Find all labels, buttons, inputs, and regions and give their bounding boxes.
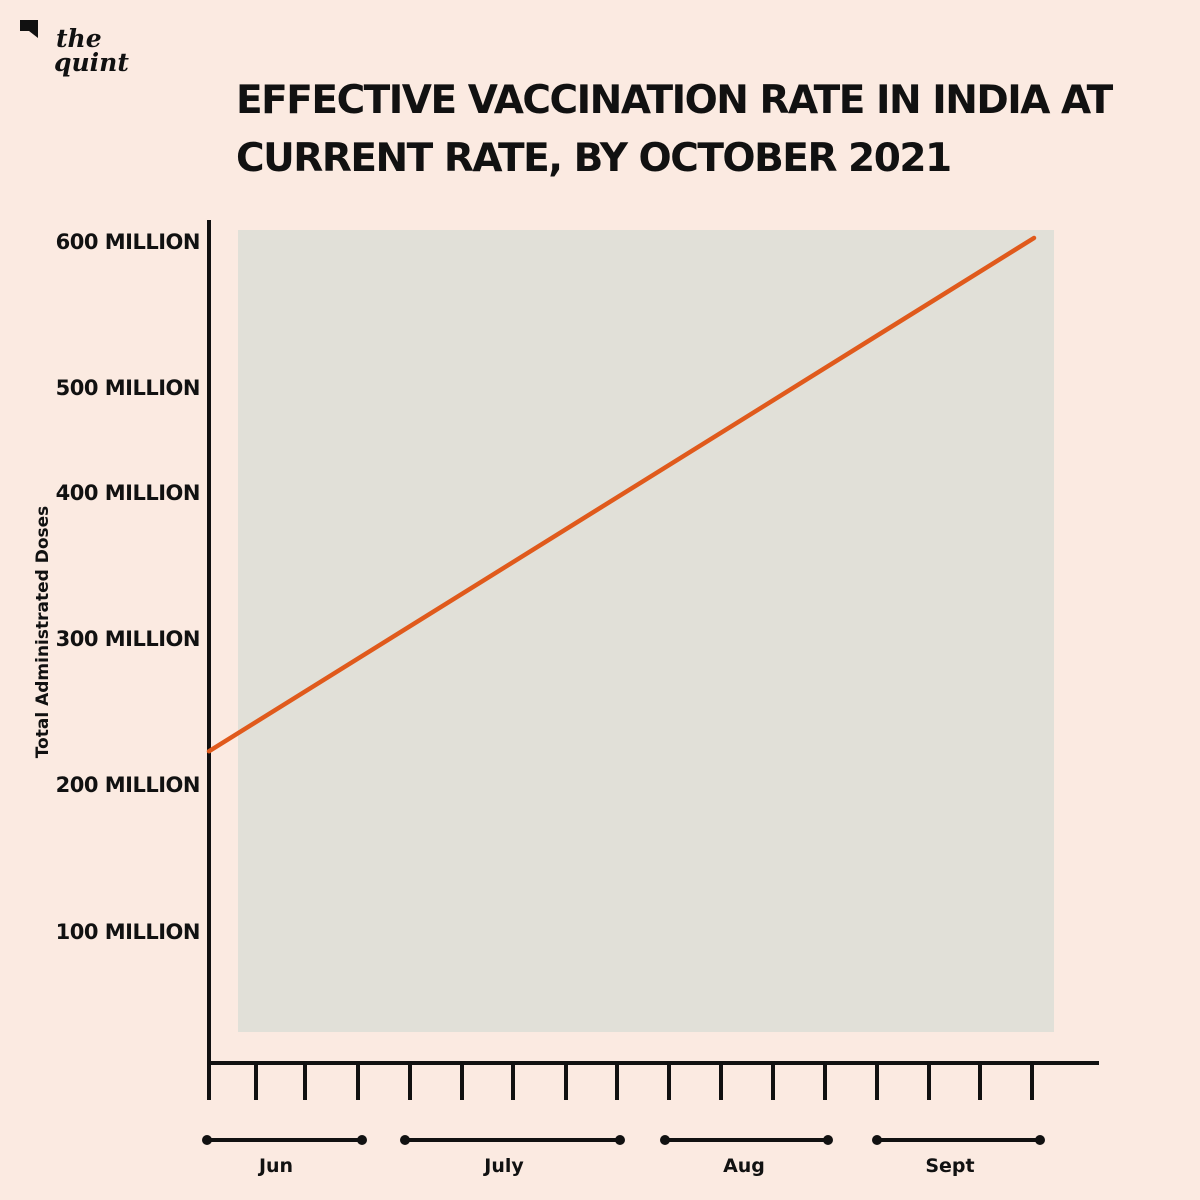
month-ranges: Jun July Aug Sept bbox=[202, 1135, 1045, 1177]
month-bar-dot bbox=[615, 1135, 625, 1145]
month-label: Aug bbox=[723, 1155, 765, 1177]
x-ticks bbox=[207, 1063, 1034, 1100]
brand-logo: the quint bbox=[18, 14, 129, 77]
y-axis-label: Total Administrated Doses bbox=[33, 506, 53, 759]
chart-title: EFFECTIVE VACCINATION RATE IN INDIA AT C… bbox=[236, 72, 1156, 188]
month-bar-dot bbox=[400, 1135, 410, 1145]
month-bar-dot bbox=[202, 1135, 212, 1145]
month-bar-dot bbox=[660, 1135, 670, 1145]
brand-line1: the bbox=[56, 24, 102, 53]
y-tick-labels: 600 MILLION 500 MILLION 400 MILLION 300 … bbox=[56, 230, 201, 944]
y-tick-label: 500 MILLION bbox=[56, 376, 200, 400]
month-label: July bbox=[482, 1155, 524, 1177]
brand-line2: quint bbox=[54, 48, 129, 77]
plot-background bbox=[238, 230, 1054, 1032]
month-range-jun: Jun bbox=[202, 1135, 367, 1177]
series-line bbox=[206, 235, 1037, 754]
y-tick-label: 600 MILLION bbox=[56, 230, 200, 254]
quint-quote-icon bbox=[20, 20, 38, 38]
y-tick-label: 100 MILLION bbox=[56, 920, 200, 944]
month-bar-dot bbox=[357, 1135, 367, 1145]
month-range-july: July bbox=[400, 1135, 625, 1177]
chart-title-line2: CURRENT RATE, BY OCTOBER 2021 bbox=[236, 136, 952, 181]
month-bar-dot bbox=[1035, 1135, 1045, 1145]
month-range-sept: Sept bbox=[872, 1135, 1045, 1177]
y-tick-label: 200 MILLION bbox=[56, 773, 200, 797]
y-tick-label: 400 MILLION bbox=[56, 481, 200, 505]
month-label: Sept bbox=[925, 1155, 974, 1177]
chart-title-line1: EFFECTIVE VACCINATION RATE IN INDIA AT bbox=[236, 78, 1113, 123]
month-range-aug: Aug bbox=[660, 1135, 833, 1177]
month-bar-dot bbox=[872, 1135, 882, 1145]
month-label: Jun bbox=[257, 1155, 293, 1177]
y-tick-label: 300 MILLION bbox=[56, 627, 200, 651]
month-bar-dot bbox=[823, 1135, 833, 1145]
